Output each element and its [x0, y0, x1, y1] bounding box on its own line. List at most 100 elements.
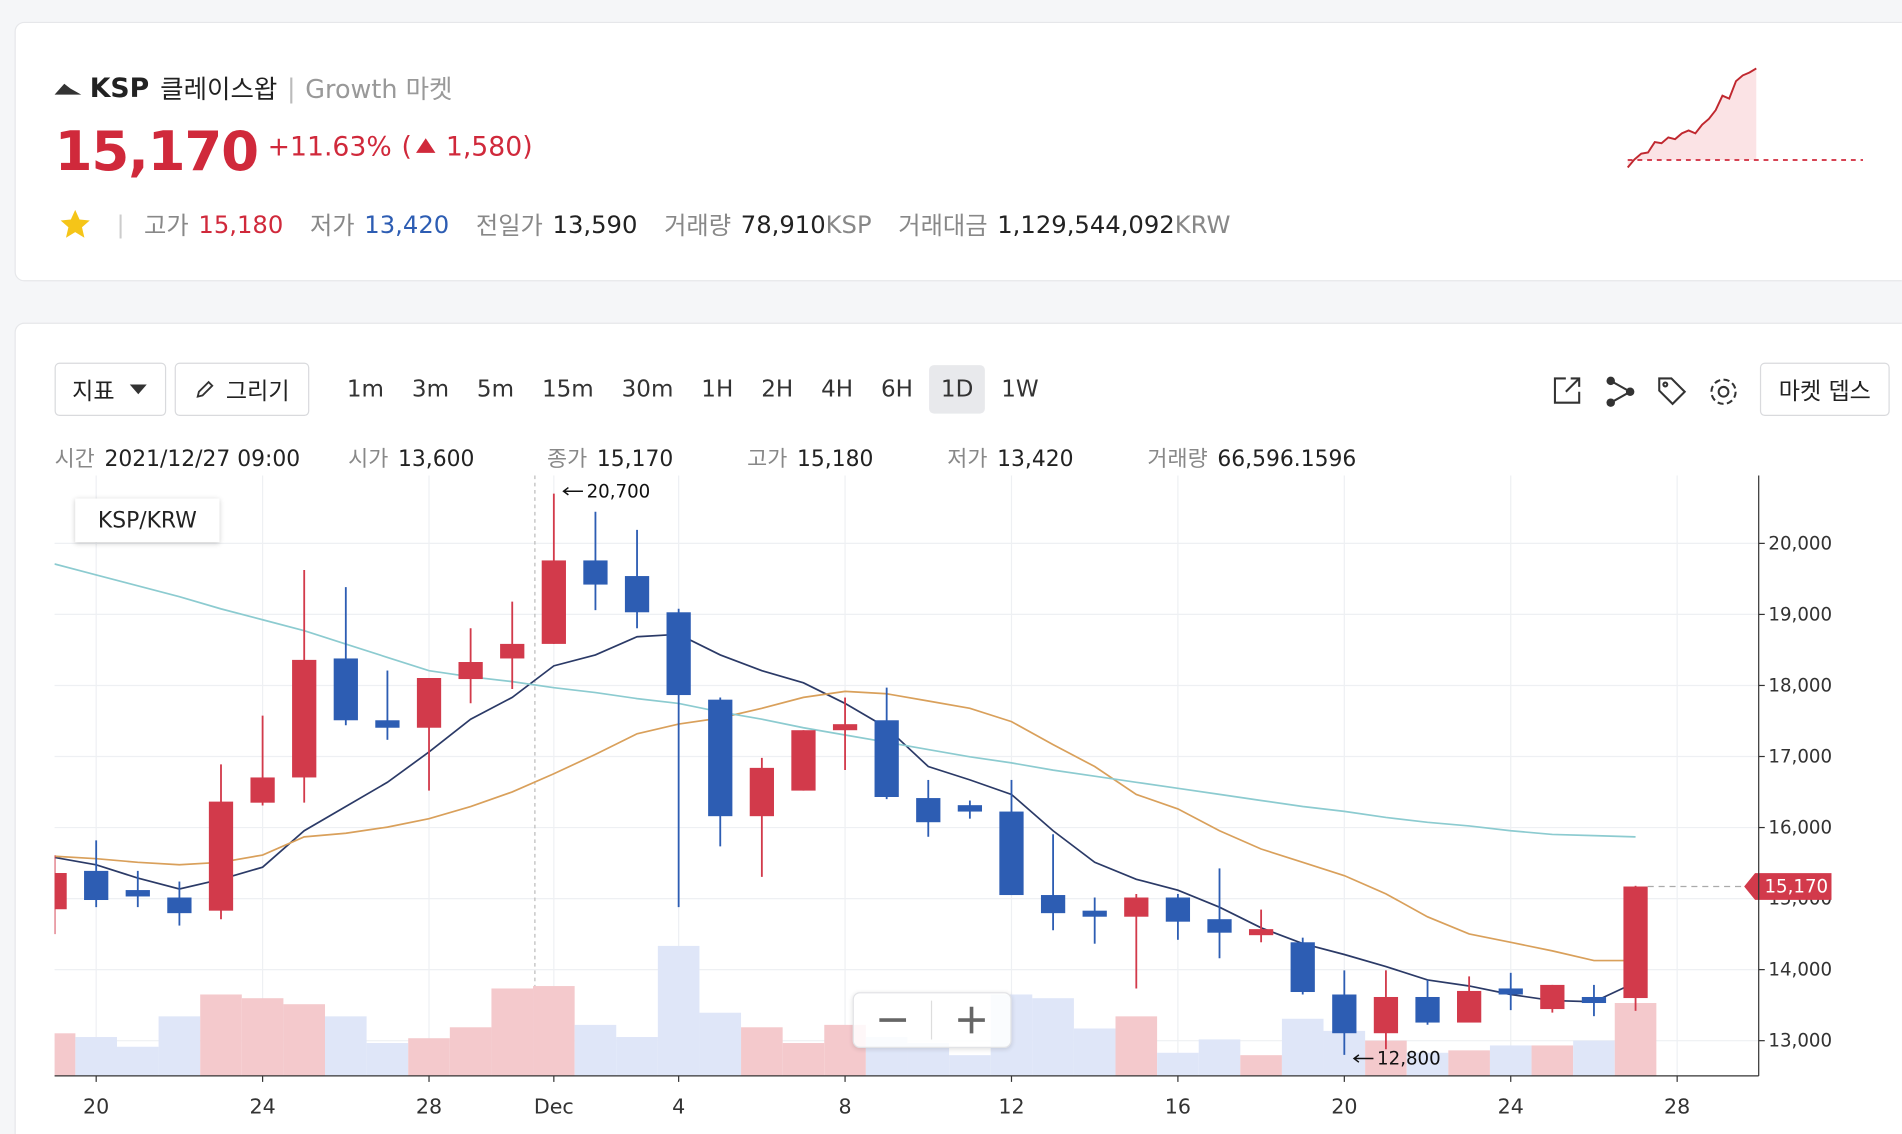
candle-body: [874, 720, 899, 797]
interval-tab[interactable]: 4H: [821, 375, 854, 403]
candle-body: [832, 724, 858, 731]
ticker-header: KSP 클레이스왑 | Growth 마켓: [53, 70, 452, 106]
interval-tab[interactable]: 1H: [701, 375, 734, 403]
candle-body: [333, 658, 358, 721]
stat-label: 전일가: [475, 211, 543, 241]
interval-tab[interactable]: 2H: [761, 375, 794, 403]
interval-tab[interactable]: 1m: [346, 375, 385, 403]
info-value: 2021/12/27 09:00: [104, 446, 301, 472]
candle-body: [1207, 919, 1232, 933]
tag-icon[interactable]: [1658, 377, 1687, 406]
market-depth-button[interactable]: 마켓 뎁스: [1759, 362, 1890, 417]
zoom-out[interactable]: [854, 993, 932, 1046]
draw-label: 그리기: [225, 377, 290, 405]
volume-bar: [325, 1016, 367, 1076]
volume-bar: [1531, 1045, 1574, 1076]
stat-unit: KSP: [825, 209, 872, 239]
info-item: 종가 15,170: [547, 441, 673, 473]
volume-bar: [283, 1004, 326, 1076]
volume-bar: [366, 1043, 409, 1076]
volume-bar: [1157, 1052, 1199, 1076]
interval-tab[interactable]: 3m: [411, 375, 450, 403]
change-close: ): [522, 132, 533, 163]
candle-body: [84, 870, 109, 901]
interval-tab[interactable]: 5m: [476, 375, 515, 403]
info-item: 저가 13,420: [947, 441, 1073, 473]
volume-bar: [741, 1027, 783, 1076]
candle-body: [1082, 910, 1107, 917]
volume-bar: [1198, 1039, 1241, 1076]
draw-button[interactable]: 그리기: [174, 362, 310, 417]
volume-bar: [241, 998, 284, 1076]
interval-tab[interactable]: 1D: [928, 365, 986, 414]
volume-bar: [533, 986, 575, 1076]
last-price-label: 15,170: [1764, 877, 1828, 898]
interval-tab[interactable]: 6H: [881, 375, 914, 403]
volume-bar: [1573, 1040, 1615, 1076]
candle-body: [458, 662, 483, 680]
favorite-star[interactable]: [58, 207, 92, 241]
volume-bar: [1489, 1045, 1532, 1076]
volume-bar: [116, 1046, 159, 1076]
candle-body: [1290, 942, 1315, 993]
volume-bar: [54, 1033, 76, 1076]
stat-label: 저가: [309, 211, 355, 241]
volume-bar: [158, 1016, 201, 1076]
y-tick-label: 18,000: [1768, 676, 1832, 697]
stat-value: 13,420: [364, 209, 450, 239]
sparkline-line: [1626, 67, 1757, 169]
candle-body: [208, 801, 234, 911]
zoom-controls: [852, 992, 1012, 1048]
stats-row: | 고가 15,180 저가 13,420 전일가 13,590 거래량 78,…: [58, 206, 1231, 241]
volume-bar: [1115, 1016, 1158, 1076]
candle-body: [1040, 895, 1066, 914]
info-value: 13,600: [397, 446, 475, 472]
market-depth-label: 마켓 뎁스: [1778, 377, 1871, 405]
volume-bar: [1281, 1018, 1324, 1076]
candle-body: [749, 767, 774, 817]
price: 15,170: [54, 118, 260, 184]
indicator-label: 지표: [72, 377, 115, 405]
interval-tab[interactable]: 1W: [1001, 375, 1039, 403]
volume-bar: [408, 1038, 450, 1076]
popout-icon[interactable]: [1553, 377, 1581, 404]
y-tick-label: 13,000: [1768, 1031, 1832, 1052]
candle-body: [666, 612, 691, 696]
separator: |: [287, 73, 296, 104]
dropdown-arrow: [130, 384, 148, 395]
x-tick-label: 16: [1165, 1094, 1191, 1118]
candle-body: [999, 811, 1024, 896]
candle-body: [1124, 897, 1149, 917]
settings-icon[interactable]: [1710, 378, 1737, 405]
pair-label: KSP/KRW: [75, 498, 220, 543]
volume-bar: [907, 1043, 950, 1076]
interval-tabs: 1m 3m 5m 15m 30m 1H 2H 4H 6H 1D 1W: [335, 363, 1055, 416]
high-label: 20,700: [587, 481, 651, 502]
annotation-arrow: [1352, 1054, 1374, 1063]
candle-body: [1165, 897, 1191, 922]
info-value: 15,180: [797, 446, 874, 472]
volume-bar: [1448, 1050, 1490, 1076]
x-tick-label: 20: [1331, 1094, 1357, 1118]
stat-value: 15,180: [198, 209, 284, 239]
share-icon[interactable]: [1606, 376, 1635, 407]
candle-body: [1332, 994, 1357, 1034]
candle-body: [791, 730, 816, 791]
x-tick-label: 24: [1498, 1094, 1524, 1118]
x-tick-label: Dec: [534, 1094, 574, 1118]
stat-label: 거래량: [664, 211, 732, 241]
info-value: 13,420: [997, 446, 1074, 472]
tool-icons: [1553, 376, 1737, 407]
pair: KSP/KRW: [97, 507, 197, 534]
change-abs: 1,580: [445, 132, 523, 163]
indicator-button[interactable]: 지표: [54, 362, 167, 417]
sparkline-area: [1627, 68, 1757, 168]
volume-bar: [1073, 1028, 1116, 1076]
candle-body: [1623, 886, 1648, 999]
candle-body: [1581, 996, 1607, 1004]
interval-tab[interactable]: 30m: [621, 375, 674, 403]
interval-tab[interactable]: 15m: [541, 375, 594, 403]
zoom-in[interactable]: [933, 993, 1011, 1046]
volume-bar: [782, 1043, 825, 1076]
